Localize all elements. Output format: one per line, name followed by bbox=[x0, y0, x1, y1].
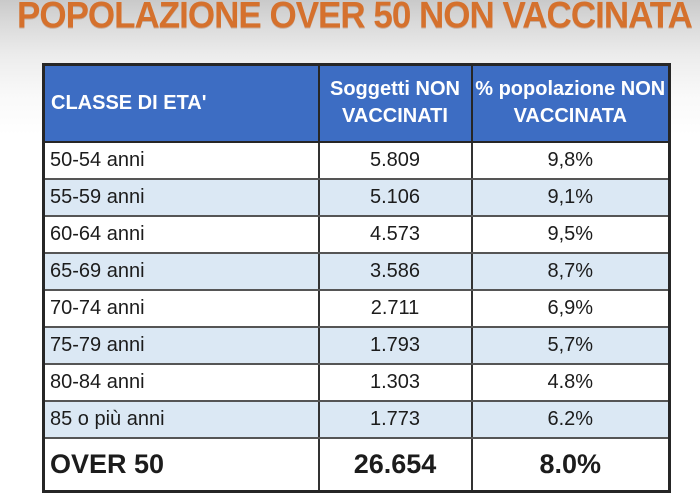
percent-cell: 5,7% bbox=[470, 325, 671, 365]
header-line: Soggetti NON bbox=[330, 78, 460, 101]
percent-cell: 9,5% bbox=[470, 214, 671, 254]
age-class-cell: 80-84 anni bbox=[42, 362, 320, 402]
page-title: POPOLAZIONE OVER 50 NON VACCINATA bbox=[17, 0, 693, 36]
age-class-cell: 50-54 anni bbox=[42, 140, 320, 180]
table-row: 80-84 anni 1.303 4.8% bbox=[42, 362, 671, 402]
total-percent-cell: 8.0% bbox=[470, 436, 671, 493]
header-classe-di-eta: CLASSE DI ETA' bbox=[42, 63, 320, 143]
count-cell: 1.793 bbox=[317, 325, 473, 365]
total-label-cell: OVER 50 bbox=[42, 436, 320, 493]
table-row: 50-54 anni 5.809 9,8% bbox=[42, 140, 671, 180]
vaccination-table: CLASSE DI ETA' Soggetti NON VACCINATI % … bbox=[42, 63, 671, 493]
percent-cell: 9,8% bbox=[470, 140, 671, 180]
age-class-cell: 85 o più anni bbox=[42, 399, 320, 439]
age-class-cell: 65-69 anni bbox=[42, 251, 320, 291]
table-row: 85 o più anni 1.773 6.2% bbox=[42, 399, 671, 439]
table-row: 55-59 anni 5.106 9,1% bbox=[42, 177, 671, 217]
count-cell: 3.586 bbox=[317, 251, 473, 291]
table-header-row: CLASSE DI ETA' Soggetti NON VACCINATI % … bbox=[42, 63, 671, 143]
count-cell: 5.106 bbox=[317, 177, 473, 217]
header-pct-popolazione-non-vaccinata: % popolazione NON VACCINATA bbox=[470, 63, 671, 143]
percent-cell: 6,9% bbox=[470, 288, 671, 328]
table-row: 65-69 anni 3.586 8,7% bbox=[42, 251, 671, 291]
percent-cell: 8,7% bbox=[470, 251, 671, 291]
count-cell: 1.773 bbox=[317, 399, 473, 439]
table-total-row: OVER 50 26.654 8.0% bbox=[42, 436, 671, 493]
count-cell: 5.809 bbox=[317, 140, 473, 180]
percent-cell: 9,1% bbox=[470, 177, 671, 217]
age-class-cell: 55-59 anni bbox=[42, 177, 320, 217]
age-class-cell: 70-74 anni bbox=[42, 288, 320, 328]
count-cell: 4.573 bbox=[317, 214, 473, 254]
header-line: VACCINATI bbox=[342, 105, 448, 128]
header-line: % popolazione NON bbox=[475, 78, 666, 101]
percent-cell: 6.2% bbox=[470, 399, 671, 439]
table-row: 75-79 anni 1.793 5,7% bbox=[42, 325, 671, 365]
header-soggetti-non-vaccinati: Soggetti NON VACCINATI bbox=[317, 63, 473, 143]
header-line: VACCINATA bbox=[513, 105, 627, 128]
table-row: 60-64 anni 4.573 9,5% bbox=[42, 214, 671, 254]
count-cell: 2.711 bbox=[317, 288, 473, 328]
age-class-cell: 75-79 anni bbox=[42, 325, 320, 365]
percent-cell: 4.8% bbox=[470, 362, 671, 402]
age-class-cell: 60-64 anni bbox=[42, 214, 320, 254]
total-count-cell: 26.654 bbox=[317, 436, 473, 493]
count-cell: 1.303 bbox=[317, 362, 473, 402]
table-row: 70-74 anni 2.711 6,9% bbox=[42, 288, 671, 328]
